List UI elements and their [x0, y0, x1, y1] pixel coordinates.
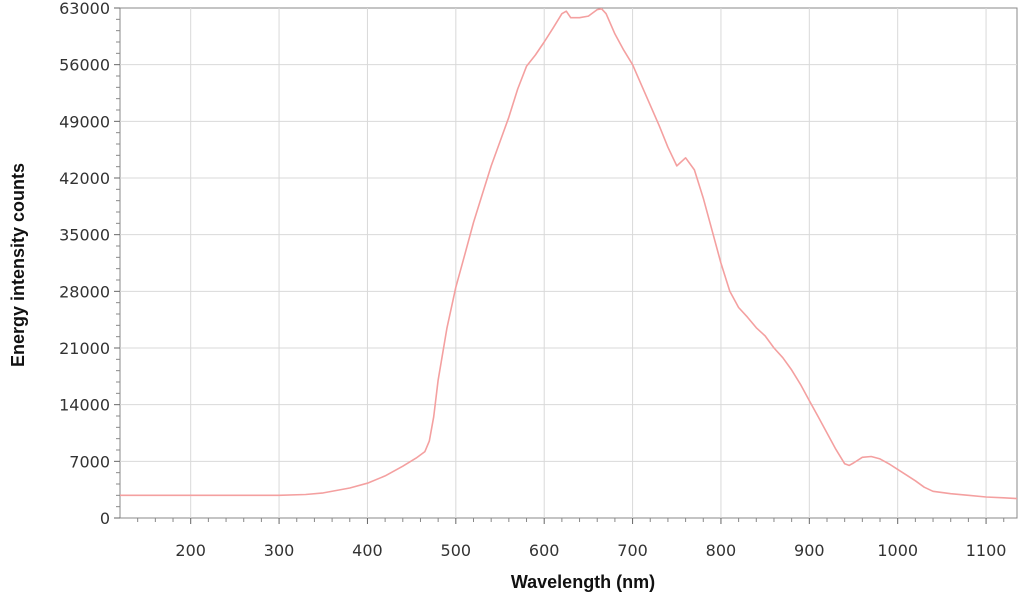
x-tick-label: 600 [529, 541, 560, 560]
x-tick-label: 500 [441, 541, 472, 560]
x-axis-title: Wavelength (nm) [511, 572, 655, 592]
x-tick-label: 200 [175, 541, 206, 560]
y-tick-label: 28000 [59, 282, 110, 301]
y-tick-label: 7000 [69, 452, 110, 471]
x-tick-label: 800 [706, 541, 737, 560]
x-tick-label: 400 [352, 541, 383, 560]
x-tick-label: 1100 [966, 541, 1007, 560]
y-tick-label: 14000 [59, 396, 110, 415]
y-tick-label: 49000 [59, 112, 110, 131]
y-tick-label: 63000 [59, 0, 110, 18]
x-tick-label: 1000 [877, 541, 918, 560]
y-axis: 0 7000 14000 21000 28000 35000 42000 49000 56000… [59, 0, 120, 528]
minor-ticks [116, 18, 1005, 522]
grid [120, 8, 1017, 518]
series-group [120, 8, 1018, 500]
x-tick-label: 700 [617, 541, 648, 560]
y-tick-label: 35000 [59, 226, 110, 245]
series-line [120, 8, 1018, 500]
plot-area [119, 7, 1018, 519]
x-tick-label: 300 [264, 541, 295, 560]
y-tick-label: 42000 [59, 169, 110, 188]
y-tick-label: 21000 [59, 339, 110, 358]
x-axis: 200 300 400 500 600 700 800 900 1000 1100 [175, 518, 1006, 560]
y-tick-label: 0 [100, 509, 110, 528]
x-tick-label: 900 [794, 541, 825, 560]
y-axis-title: Energy intensity counts [8, 163, 28, 367]
y-tick-label: 56000 [59, 56, 110, 75]
